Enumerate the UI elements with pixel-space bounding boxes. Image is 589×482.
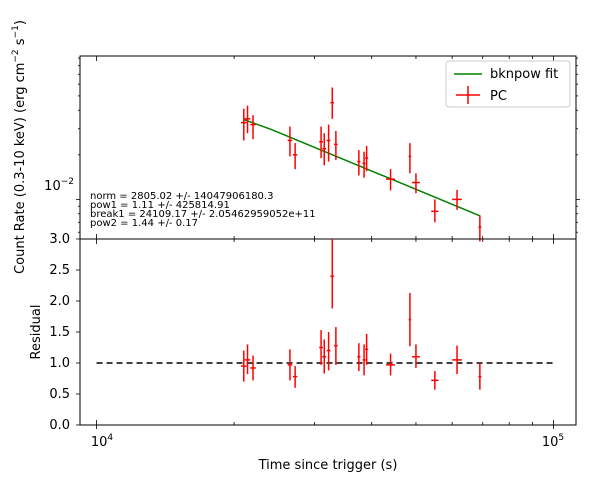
- legend: bknpow fit PC: [445, 60, 571, 108]
- x-axis-label: Time since trigger (s): [258, 458, 398, 473]
- fit-param-pow2: pow2 = 1.44 +/- 0.17: [90, 218, 198, 229]
- residual-point-1: [244, 344, 251, 375]
- x-tick-1e5-exp: 5: [558, 433, 564, 443]
- residual-point-8: [330, 239, 335, 309]
- top-point-0: [240, 108, 247, 141]
- residual-point-16: [431, 371, 439, 390]
- residual-y-tick-0: 0.0: [49, 418, 70, 433]
- x-tick-label-1e4: 104: [91, 433, 114, 450]
- residual-y-tick-6: 3.0: [49, 232, 70, 247]
- bottom-y-axis-label: Residual: [29, 305, 44, 360]
- top-point-1: [244, 105, 251, 134]
- residual-y-tick-4: 2.0: [49, 294, 70, 309]
- top-point-3: [287, 126, 293, 157]
- top-panel-data: [240, 87, 482, 242]
- ylabel-end: ): [13, 20, 28, 25]
- ylabel-exp2: −1: [11, 25, 21, 38]
- residual-point-10: [357, 343, 361, 372]
- residual-y-tick-1: 0.5: [49, 387, 70, 402]
- residual-point-11: [362, 344, 366, 376]
- x-tick-label-1e5: 105: [542, 433, 564, 450]
- top-y-tick-exp: −2: [61, 177, 74, 187]
- top-point-13: [386, 169, 396, 191]
- top-point-18: [478, 215, 482, 242]
- fit-param-pow1: pow1 = 1.11 +/- 425814.91: [90, 200, 230, 211]
- top-point-2: [250, 115, 256, 140]
- residual-point-0: [240, 350, 247, 382]
- x-tick-1e5-base: 10: [542, 435, 559, 450]
- x-tick-1e4-base: 10: [91, 435, 108, 450]
- top-y-tick-base: 10: [44, 179, 61, 194]
- top-point-10: [357, 150, 361, 176]
- residual-point-3: [287, 349, 293, 381]
- x-tick-1e4-exp: 4: [107, 433, 113, 443]
- residual-y-tick-2: 1.0: [49, 356, 70, 371]
- top-point-15: [411, 173, 420, 194]
- fit-param-norm: norm = 2805.02 +/- 14047906180.3: [90, 191, 273, 202]
- residual-y-tick-3: 1.5: [49, 325, 70, 340]
- residual-y-tick-5: 2.5: [49, 263, 70, 278]
- residual-point-18: [478, 363, 482, 390]
- top-point-14: [408, 143, 412, 174]
- residual-point-7: [326, 332, 331, 371]
- residual-point-17: [452, 345, 462, 375]
- residual-point-13: [386, 353, 396, 376]
- top-y-axis-label: Count Rate (0.3-10 keV) (erg cm−2 s−1): [11, 20, 28, 274]
- residual-point-5: [319, 330, 323, 365]
- residual-point-4: [292, 366, 298, 388]
- bknpow-fit-line: [243, 118, 481, 217]
- residual-point-6: [322, 339, 327, 374]
- residual-point-12: [365, 333, 369, 365]
- top-point-9: [334, 130, 338, 160]
- top-point-12: [365, 145, 369, 172]
- residual-y-tick-labels: 0.0 0.5 1.0 1.5 2.0 2.5 3.0: [49, 232, 70, 433]
- top-point-5: [319, 126, 323, 159]
- top-y-tick-label: 10−2: [44, 177, 74, 194]
- top-point-11: [362, 151, 366, 178]
- top-point-6: [322, 133, 327, 166]
- fit-parameters-text: norm = 2805.02 +/- 14047906180.3 pow1 = …: [90, 191, 316, 229]
- bottom-panel-ticks: [76, 238, 554, 429]
- bottom-panel: 104 105 0.0 0.5 1.0 1.5 2.0 2.5 3.0 Resi…: [29, 232, 577, 473]
- residual-point-14: [408, 292, 412, 347]
- ylabel-mid: s: [13, 38, 28, 49]
- bottom-panel-data: [240, 239, 482, 390]
- top-point-4: [292, 143, 298, 170]
- top-point-7: [326, 124, 331, 162]
- top-point-17: [452, 189, 462, 210]
- residual-point-9: [334, 327, 338, 365]
- top-panel: 10−2 norm = 2805.02 +/- 14047906180.3 po…: [11, 20, 580, 274]
- ylabel-exp1: −2: [11, 49, 21, 62]
- fit-param-break1: break1 = 24109.17 +/- 2.05462959052e+11: [90, 209, 316, 220]
- top-point-16: [431, 199, 439, 223]
- ylabel-main: Count Rate (0.3-10 keV) (erg cm: [13, 63, 28, 274]
- legend-pc-label: PC: [490, 89, 507, 104]
- residual-point-15: [411, 344, 420, 368]
- residual-point-2: [250, 355, 256, 381]
- top-point-8: [330, 87, 335, 119]
- legend-fit-label: bknpow fit: [490, 67, 558, 82]
